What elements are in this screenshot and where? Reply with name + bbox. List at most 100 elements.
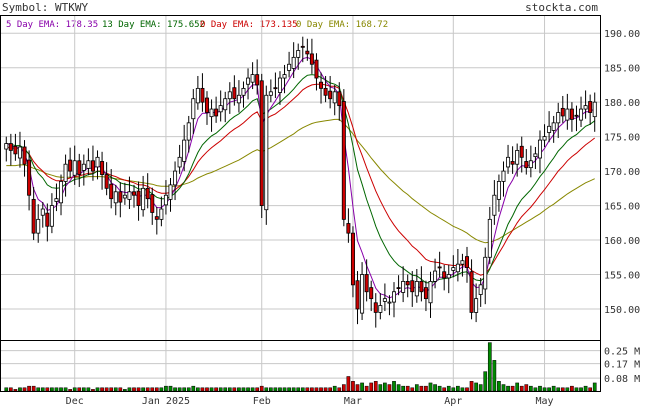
candle: [364, 259, 369, 302]
candle: [519, 136, 524, 173]
candle: [122, 182, 127, 205]
candle: [592, 92, 597, 132]
volume-bar: [497, 381, 501, 392]
symbol-label: Symbol: WTKWY: [2, 1, 88, 14]
volume-bar: [483, 371, 488, 392]
candle: [132, 184, 137, 208]
candle: [547, 111, 552, 143]
candle: [63, 154, 68, 197]
candle: [246, 68, 251, 100]
price-tick-label: 175.00: [604, 133, 640, 144]
price-axis: 190.00 185.00 180.00 175.00 170.00 165.00 160.…: [604, 29, 640, 316]
volume-bar: [282, 387, 287, 392]
ema50-line: [6, 118, 595, 244]
volume-bar: [104, 387, 109, 392]
price-tick-label: 150.00: [604, 305, 640, 316]
volume-bar: [551, 385, 556, 392]
price-tick-label: 185.00: [604, 64, 640, 75]
volume-tick-label: 0.08 M: [604, 374, 640, 385]
volume-bar: [68, 389, 72, 392]
candle: [136, 181, 141, 221]
volume-bar: [191, 385, 196, 392]
candle: [223, 91, 228, 123]
price-tick-label: 190.00: [604, 29, 640, 40]
volume-bar: [72, 387, 77, 392]
candle: [556, 102, 561, 139]
candle: [569, 102, 574, 132]
candle: [95, 150, 100, 180]
volume-bar: [323, 387, 328, 392]
volume-bar: [177, 387, 182, 392]
volume-bar: [145, 387, 150, 392]
volume-bar: [570, 385, 574, 392]
volume-bar: [364, 385, 369, 392]
candle: [341, 89, 346, 227]
price-tick-label: 180.00: [604, 98, 640, 109]
volume-bar: [456, 385, 460, 392]
volume-bar: [300, 387, 305, 392]
volume-bar: [328, 387, 332, 392]
volume-bar: [556, 387, 561, 392]
candle: [36, 204, 41, 243]
volume-bar: [4, 387, 9, 392]
candle: [455, 249, 460, 282]
candle: [392, 282, 397, 318]
volume-bar: [27, 385, 31, 392]
volume-bar: [579, 387, 583, 392]
price-tick-label: 160.00: [604, 236, 640, 247]
volume-bar: [182, 387, 187, 392]
volume-bar: [442, 387, 447, 392]
candle: [186, 115, 191, 153]
volume-bar: [396, 384, 401, 392]
candle: [483, 247, 488, 305]
volume-bar: [465, 387, 469, 392]
candle: [410, 271, 415, 307]
legend-ema20: 0 Day EMA: 173.135: [200, 20, 298, 30]
candle: [300, 36, 305, 63]
volume-bar: [533, 387, 538, 392]
price-tick-label: 170.00: [604, 167, 640, 178]
candle: [309, 38, 314, 74]
volume-bar: [428, 382, 433, 392]
candle: [378, 293, 383, 320]
candle: [542, 124, 547, 147]
candle: [451, 255, 456, 278]
candle: [8, 133, 13, 166]
candle: [163, 180, 168, 215]
candle: [291, 42, 296, 79]
candle: [159, 196, 164, 227]
volume-bar: [515, 382, 520, 392]
volume-bar: [154, 387, 159, 392]
volume-bar: [383, 382, 387, 392]
candle: [287, 51, 292, 78]
candle: [588, 94, 593, 125]
candle: [4, 136, 9, 162]
candle: [396, 275, 401, 296]
price-tick-label: 165.00: [604, 202, 640, 213]
candle: [268, 79, 273, 103]
volume-bar: [237, 387, 241, 392]
candle: [442, 264, 447, 291]
volume-tick-label: 0.25 M: [604, 347, 640, 358]
candle: [346, 208, 351, 243]
legend-ema50: 0 Day EMA: 168.72: [296, 20, 388, 30]
volume-bar: [100, 387, 104, 392]
volume-bar: [113, 387, 118, 392]
volume-bar: [227, 387, 232, 392]
volume-bar: [287, 387, 291, 392]
candle: [59, 174, 64, 216]
volume-bar: [524, 384, 529, 392]
volume-bar: [136, 387, 141, 392]
volume-bar: [264, 387, 269, 392]
candle: [332, 84, 337, 116]
volume-bar: [77, 387, 82, 392]
candle: [13, 133, 18, 161]
date-tick-label: Jan 2025: [142, 396, 190, 406]
candle: [90, 145, 95, 181]
volume-bar: [232, 387, 237, 392]
volume-bar: [196, 387, 200, 392]
volume-bar: [218, 387, 223, 392]
candle: [560, 95, 565, 123]
candle: [282, 64, 287, 94]
